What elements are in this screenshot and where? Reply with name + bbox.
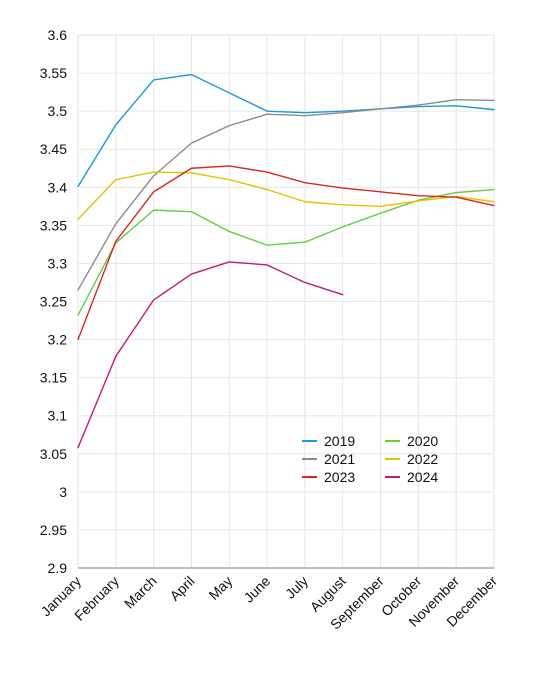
grid: [77, 34, 495, 568]
series-line-2021: [77, 99, 495, 291]
legend-item-2023: 2023: [302, 469, 355, 485]
y-tick-label: 3.5: [48, 103, 68, 119]
legend-label: 2024: [407, 469, 438, 485]
series-line-2019: [77, 73, 495, 188]
series-line-2020: [77, 188, 495, 316]
legend-item-2022: 2022: [385, 451, 438, 467]
y-tick-label: 3.1: [48, 408, 68, 424]
series-line-2023: [77, 165, 495, 341]
y-tick-label: 3.45: [40, 141, 67, 157]
y-tick-label: 3.6: [48, 27, 68, 43]
legend-item-2024: 2024: [385, 469, 438, 485]
legend-label: 2022: [407, 451, 438, 467]
y-tick-label: 2.9: [48, 560, 68, 576]
y-tick-label: 3.35: [40, 217, 67, 233]
y-tick-label: 3.4: [48, 179, 68, 195]
legend: 2019 2020 2021 2022 2023 2024: [302, 433, 438, 485]
legend-label: 2021: [324, 451, 355, 467]
y-tick-label: 3.2: [48, 332, 68, 348]
y-tick-label: 2.95: [40, 522, 67, 538]
x-tick-label: May: [205, 573, 235, 603]
y-tick-label: 3.15: [40, 370, 67, 386]
series-lines: [77, 73, 495, 449]
y-tick-label: 3.25: [40, 294, 67, 310]
x-tick-label: March: [121, 573, 160, 612]
x-tick-label: July: [282, 573, 311, 602]
legend-label: 2019: [324, 433, 355, 449]
y-tick-label: 3.05: [40, 446, 67, 462]
legend-item-2021: 2021: [302, 451, 355, 467]
legend-label: 2023: [324, 469, 355, 485]
y-tick-label: 3.55: [40, 65, 67, 81]
y-tick-label: 3: [59, 484, 67, 500]
y-tick-label: 3.3: [48, 255, 68, 271]
legend-item-2019: 2019: [302, 433, 355, 449]
legend-label: 2020: [407, 433, 438, 449]
series-line-2022: [77, 171, 495, 220]
y-axis-tick-labels: 2.9 2.95 3 3.05 3.1 3.15 3.2 3.25 3.3 3.35 3.4 3.45…: [40, 27, 67, 576]
series-line-2024: [77, 261, 344, 449]
legend-item-2020: 2020: [385, 433, 438, 449]
x-tick-label: June: [240, 573, 273, 606]
x-tick-label: April: [166, 573, 197, 604]
